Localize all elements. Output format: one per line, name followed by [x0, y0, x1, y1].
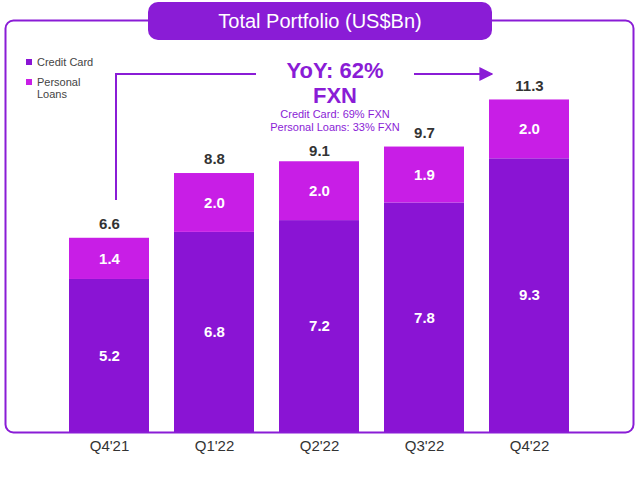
svg-text:2.0: 2.0 [519, 120, 540, 137]
svg-text:8.8: 8.8 [204, 150, 225, 167]
svg-text:5.2: 5.2 [99, 347, 120, 364]
svg-text:6.8: 6.8 [204, 323, 225, 340]
svg-text:2.0: 2.0 [309, 182, 330, 199]
html-text:Personal Loans: Personal Loans [37, 76, 81, 100]
svg-text:Q2'22: Q2'22 [300, 437, 340, 454]
svg-text:Q4'22: Q4'22 [510, 437, 550, 454]
svg-text:7.8: 7.8 [414, 309, 435, 326]
svg-text:11.3: 11.3 [515, 77, 543, 94]
svg-text:Q4'21: Q4'21 [90, 437, 130, 454]
html-text:Total Portfolio (US$Bn): Total Portfolio (US$Bn) [218, 10, 422, 32]
svg-text:2.0: 2.0 [204, 194, 225, 211]
svg-text:Q3'22: Q3'22 [405, 437, 445, 454]
html-text:Credit Card: Credit Card [37, 56, 94, 68]
svg-text:1.4: 1.4 [99, 250, 121, 267]
svg-text:6.6: 6.6 [99, 215, 120, 232]
svg-text:9.1: 9.1 [309, 142, 330, 159]
svg-text:Q1'22: Q1'22 [195, 437, 235, 454]
html-text:Credit Card: 69% FXN: Credit Card: 69% FXN [280, 108, 390, 120]
svg-text:9.7: 9.7 [414, 124, 435, 141]
html-text:Personal Loans: 33% FXN: Personal Loans: 33% FXN [270, 121, 400, 133]
html-text:FXN: FXN [313, 83, 357, 108]
html-text:YoY: 62%: YoY: 62% [286, 58, 384, 83]
svg-text:7.2: 7.2 [309, 317, 330, 334]
svg-text:9.3: 9.3 [519, 286, 540, 303]
svg-text:1.9: 1.9 [414, 166, 435, 183]
